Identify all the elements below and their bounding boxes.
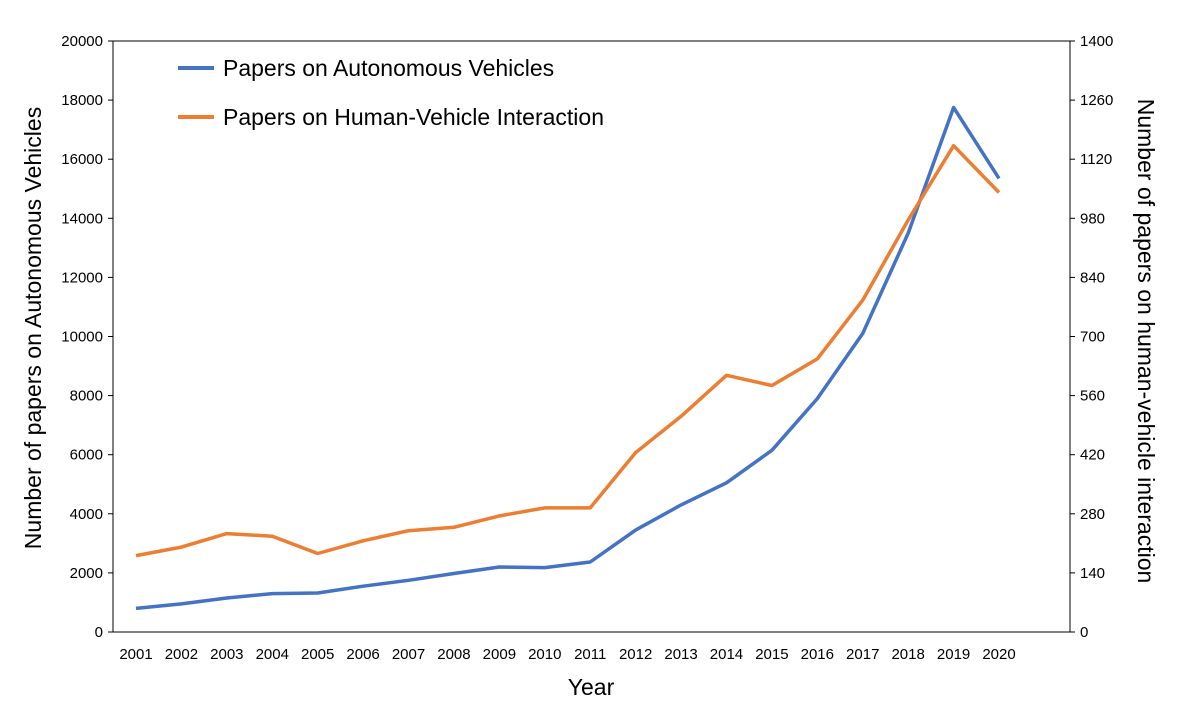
right-tick-label: 1400: [1080, 33, 1113, 50]
x-tick-label: 2015: [755, 646, 788, 663]
left-axis-title: Number of papers on Autonomous Vehicles: [20, 107, 46, 549]
x-tick-label: 2006: [346, 646, 379, 663]
x-axis-ticks: 2001 2002 2003 2004 2005 2006 2007 2008 2009 2010…: [119, 646, 1015, 663]
x-tick-label: 2002: [165, 646, 198, 663]
x-tick-label: 2011: [574, 646, 606, 663]
right-tick-label: 140: [1080, 565, 1105, 582]
x-tick-label: 2005: [301, 646, 334, 663]
x-tick-label: 2010: [528, 646, 561, 663]
left-tick-label: 2000: [70, 565, 103, 582]
left-tick-label: 12000: [61, 269, 103, 286]
series-line-autonomous-vehicles: [135, 105, 1001, 611]
right-tick-label: 1260: [1080, 92, 1113, 109]
series-lines: [135, 105, 1001, 611]
left-tick-label: 6000: [70, 447, 103, 464]
right-tick-label: 280: [1080, 506, 1105, 523]
x-tick-label: 2004: [256, 646, 289, 663]
left-tick-label: 8000: [70, 388, 103, 405]
x-tick-label: 2016: [801, 646, 834, 663]
left-tick-label: 0: [95, 624, 103, 641]
right-tick-label: 0: [1080, 624, 1088, 641]
left-tick-label: 20000: [61, 33, 103, 50]
x-tick-label: 2009: [483, 646, 516, 663]
right-axis-ticks: 0 140 280 420 560 700 840 980 1120 1260 1400: [1070, 33, 1113, 641]
right-tick-label: 700: [1080, 329, 1105, 346]
right-tick-label: 560: [1080, 388, 1105, 405]
x-tick-label: 2001: [119, 646, 152, 663]
x-tick-label: 2014: [710, 646, 743, 663]
series-line-human-vehicle-interaction: [135, 143, 1001, 558]
right-tick-label: 980: [1080, 210, 1105, 227]
x-tick-label: 2018: [891, 646, 924, 663]
x-tick-label: 2019: [937, 646, 970, 663]
x-tick-label: 2017: [846, 646, 879, 663]
left-tick-label: 14000: [61, 210, 103, 227]
legend-label-hvi: Papers on Human-Vehicle Interaction: [223, 104, 604, 130]
right-tick-label: 840: [1080, 269, 1105, 286]
x-tick-label: 2007: [392, 646, 425, 663]
left-axis-ticks: 0 2000 4000 6000 8000 10000 12000 14000 16000 180…: [61, 33, 113, 641]
right-axis-title: Number of papers on human-vehicle intera…: [1133, 99, 1159, 584]
legend-label-autonomous: Papers on Autonomous Vehicles: [223, 55, 554, 81]
left-tick-label: 18000: [61, 92, 103, 109]
legend: Papers on Autonomous Vehicles Papers on …: [178, 55, 604, 130]
left-tick-label: 10000: [61, 329, 103, 346]
left-tick-label: 4000: [70, 506, 103, 523]
x-tick-label: 2013: [664, 646, 697, 663]
right-tick-label: 1120: [1080, 151, 1112, 168]
x-tick-label: 2020: [982, 646, 1015, 663]
right-tick-label: 420: [1080, 447, 1105, 464]
x-axis-title: Year: [568, 674, 615, 700]
left-tick-label: 16000: [61, 151, 103, 168]
x-tick-label: 2003: [210, 646, 243, 663]
x-tick-label: 2008: [437, 646, 470, 663]
x-tick-label: 2012: [619, 646, 652, 663]
